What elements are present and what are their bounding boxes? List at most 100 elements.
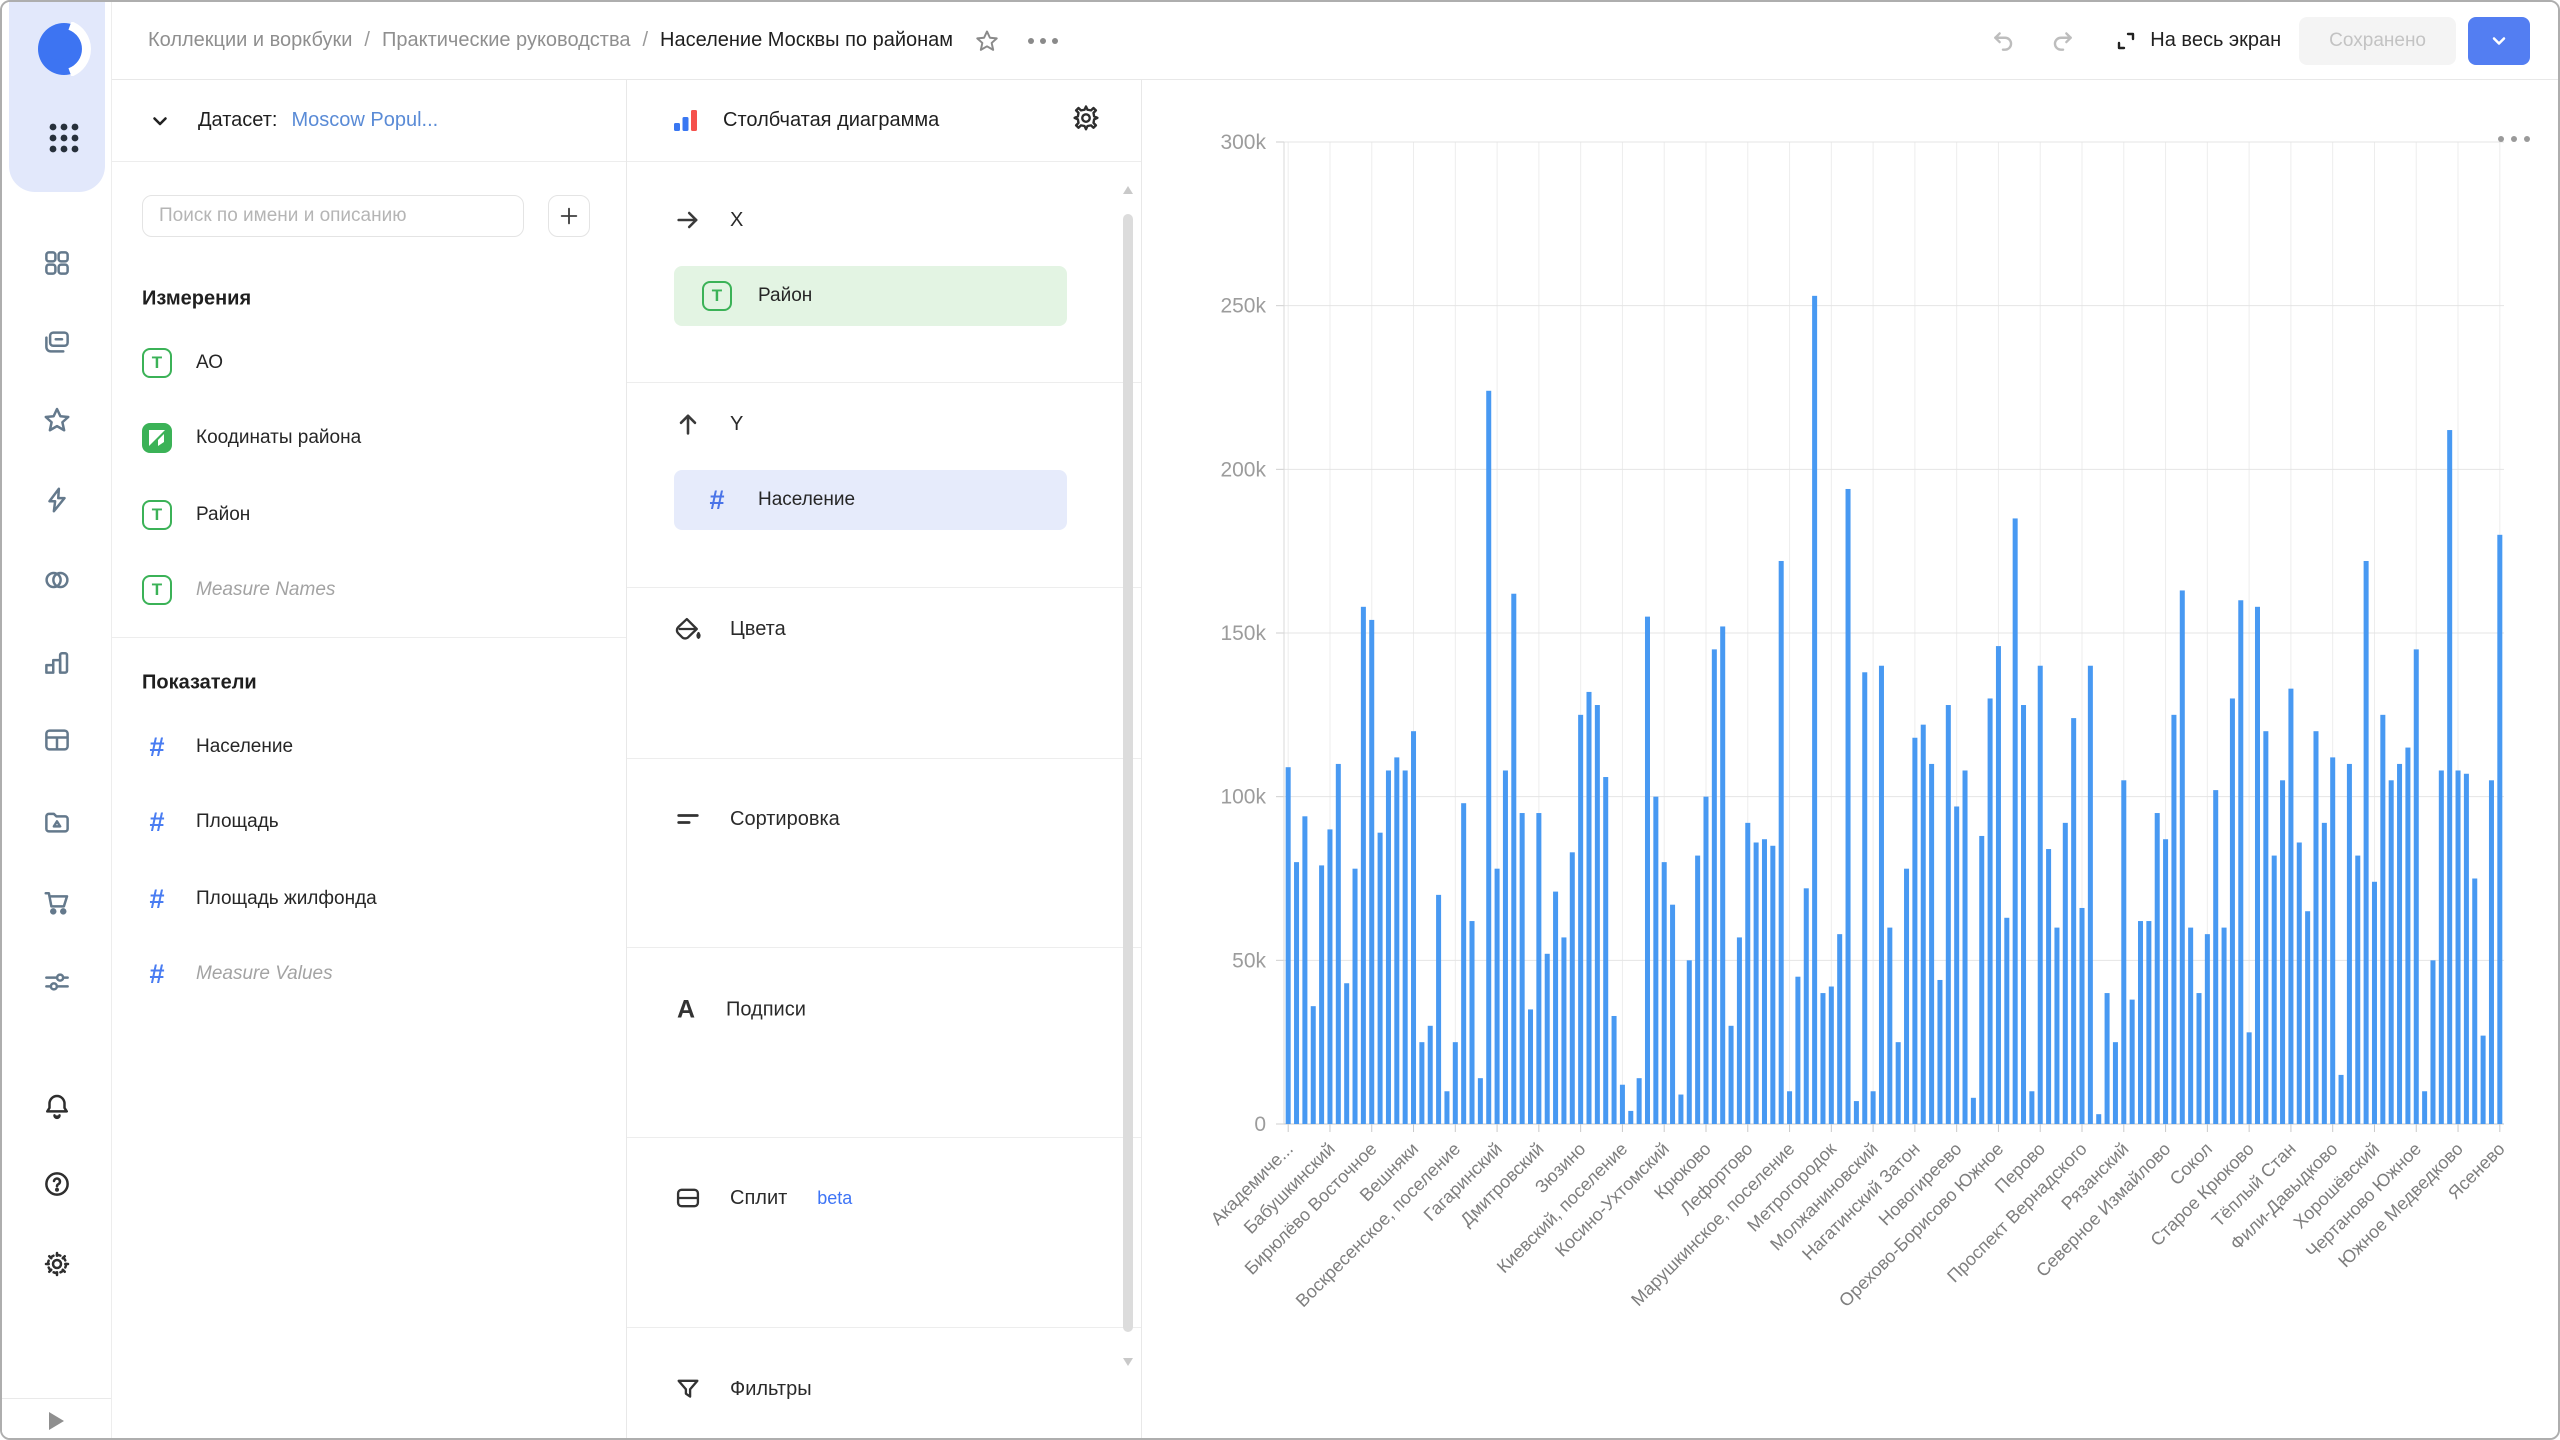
dataset-panel-header: Датасет: Moscow Popul... [112,80,626,162]
dataset-name-link[interactable]: Moscow Popul... [291,109,438,132]
section-divider [627,1327,1141,1328]
svg-text:250k: 250k [1220,295,1266,318]
svg-text:300k: 300k [1220,131,1266,154]
dataset-panel: Датасет: Moscow Popul... Измерения T АО … [112,80,627,1438]
filters-section[interactable]: Фильтры [674,1375,812,1403]
chart-config-panel: Столбчатая диаграмма X T Район [627,80,1142,1438]
number-type-icon: # [142,732,172,762]
section-divider [112,637,626,638]
text-type-icon: T [142,575,172,605]
redo-icon[interactable] [2042,21,2082,61]
fullscreen-icon [2114,29,2138,53]
measure-field-population[interactable]: # Население [142,732,293,762]
breadcrumb-workbook[interactable]: Практические руководства [382,29,631,52]
quick-actions-icon[interactable] [33,476,81,524]
add-field-button[interactable] [548,195,590,237]
dimension-field-coordinates[interactable]: Коодинаты района [142,423,361,453]
number-type-icon: # [142,884,172,914]
measure-field-housing-area[interactable]: # Площадь жилфонда [142,884,377,914]
sort-icon [674,805,702,833]
breadcrumb: Коллекции и воркбуки / Практические руко… [148,29,953,52]
fullscreen-label: На весь экран [2150,29,2281,52]
linked-datasets-icon[interactable] [33,556,81,604]
svg-text:150k: 150k [1220,622,1266,645]
datalens-logo[interactable] [37,22,91,81]
more-actions-icon[interactable] [1023,21,1063,61]
collections-icon[interactable] [33,318,81,366]
logo-tile [9,2,105,192]
scroll-up-icon[interactable] [1123,186,1133,194]
scrollbar-thumb[interactable] [1123,214,1133,1332]
config-scrollbar [1123,200,1133,1350]
expand-panel-button[interactable] [2,1398,111,1440]
datalens-wizard-window: Коллекции и воркбуки / Практические руко… [0,0,2560,1440]
chart-menu-icon[interactable] [2498,136,2530,142]
svg-text:50k: 50k [1232,949,1266,972]
split-section[interactable]: Сплит beta [674,1184,852,1212]
settings-gear-icon[interactable] [33,1240,81,1288]
column-chart-type-icon[interactable] [671,106,701,136]
svg-text:200k: 200k [1220,458,1266,481]
split-icon [674,1184,702,1212]
dimension-field-ao[interactable]: T АО [142,348,223,378]
y-field-name: Население [758,489,855,511]
measures-section-title: Показатели [142,672,257,695]
marketplace-cart-icon[interactable] [33,878,81,926]
number-type-icon: # [142,807,172,837]
measure-field-area[interactable]: # Площадь [142,807,279,837]
notifications-bell-icon[interactable] [33,1082,81,1130]
expand-panel-icon [49,1412,64,1430]
section-divider [627,587,1141,588]
storage-folder-icon[interactable] [33,798,81,846]
breadcrumb-separator: / [642,29,648,52]
sort-section[interactable]: Сортировка [674,805,840,833]
labels-a-icon: A [674,996,698,1025]
y-axis-label: Y [730,413,743,436]
help-icon[interactable] [33,1160,81,1208]
breadcrumb-chart-title: Население Москвы по районам [660,29,953,52]
measure-field-measure-values[interactable]: # Measure Values [142,959,333,989]
labels-section[interactable]: A Подписи [674,996,806,1025]
save-dropdown-button[interactable] [2468,17,2530,65]
favorite-star-icon[interactable] [967,21,1007,61]
chart-preview-panel: 050k100k150k200k250k300kАкадемиче...Бабу… [1142,80,2558,1438]
field-search-input[interactable] [142,195,524,237]
dashboards-icon[interactable] [33,239,81,287]
text-type-icon: T [142,348,172,378]
dimension-field-district[interactable]: T Район [142,500,250,530]
apps-grid-icon[interactable] [46,120,82,161]
section-divider [627,1137,1141,1138]
population-bar-chart[interactable]: 050k100k150k200k250k300kАкадемиче...Бабу… [1142,80,2560,1440]
dimension-field-measure-names[interactable]: T Measure Names [142,575,335,605]
number-type-icon: # [142,959,172,989]
svg-text:0: 0 [1254,1113,1266,1136]
chart-type-label[interactable]: Столбчатая диаграмма [723,109,939,132]
plus-icon [558,205,580,227]
breadcrumb-collections[interactable]: Коллекции и воркбуки [148,29,352,52]
chart-type-header: Столбчатая диаграмма [627,80,1141,162]
charts-icon[interactable] [33,638,81,686]
section-divider [627,947,1141,948]
y-axis-section-header: Y [674,410,743,438]
topbar-right-controls: На весь экран Сохранено [1984,17,2530,65]
undo-icon[interactable] [1984,21,2024,61]
x-axis-label: X [730,209,743,232]
arrow-up-icon [674,410,702,438]
paint-bucket-icon [674,615,702,643]
top-bar: Коллекции и воркбуки / Практические руко… [112,2,2558,80]
service-settings-icon[interactable] [33,958,81,1006]
geopolygon-type-icon [142,423,172,453]
saved-button[interactable]: Сохранено [2299,17,2456,65]
scroll-down-icon[interactable] [1123,1358,1133,1366]
y-field-chip[interactable]: # Население [674,470,1067,530]
chevron-down-icon [2489,31,2509,51]
favorites-star-icon[interactable] [33,396,81,444]
x-field-chip[interactable]: T Район [674,266,1067,326]
fullscreen-button[interactable]: На весь экран [2114,29,2281,53]
collapse-chevron-icon[interactable] [140,101,180,141]
colors-section[interactable]: Цвета [674,615,786,643]
text-type-icon: T [142,500,172,530]
tables-icon[interactable] [33,716,81,764]
chart-settings-gear-icon[interactable] [1071,103,1101,138]
x-field-name: Район [758,285,812,307]
